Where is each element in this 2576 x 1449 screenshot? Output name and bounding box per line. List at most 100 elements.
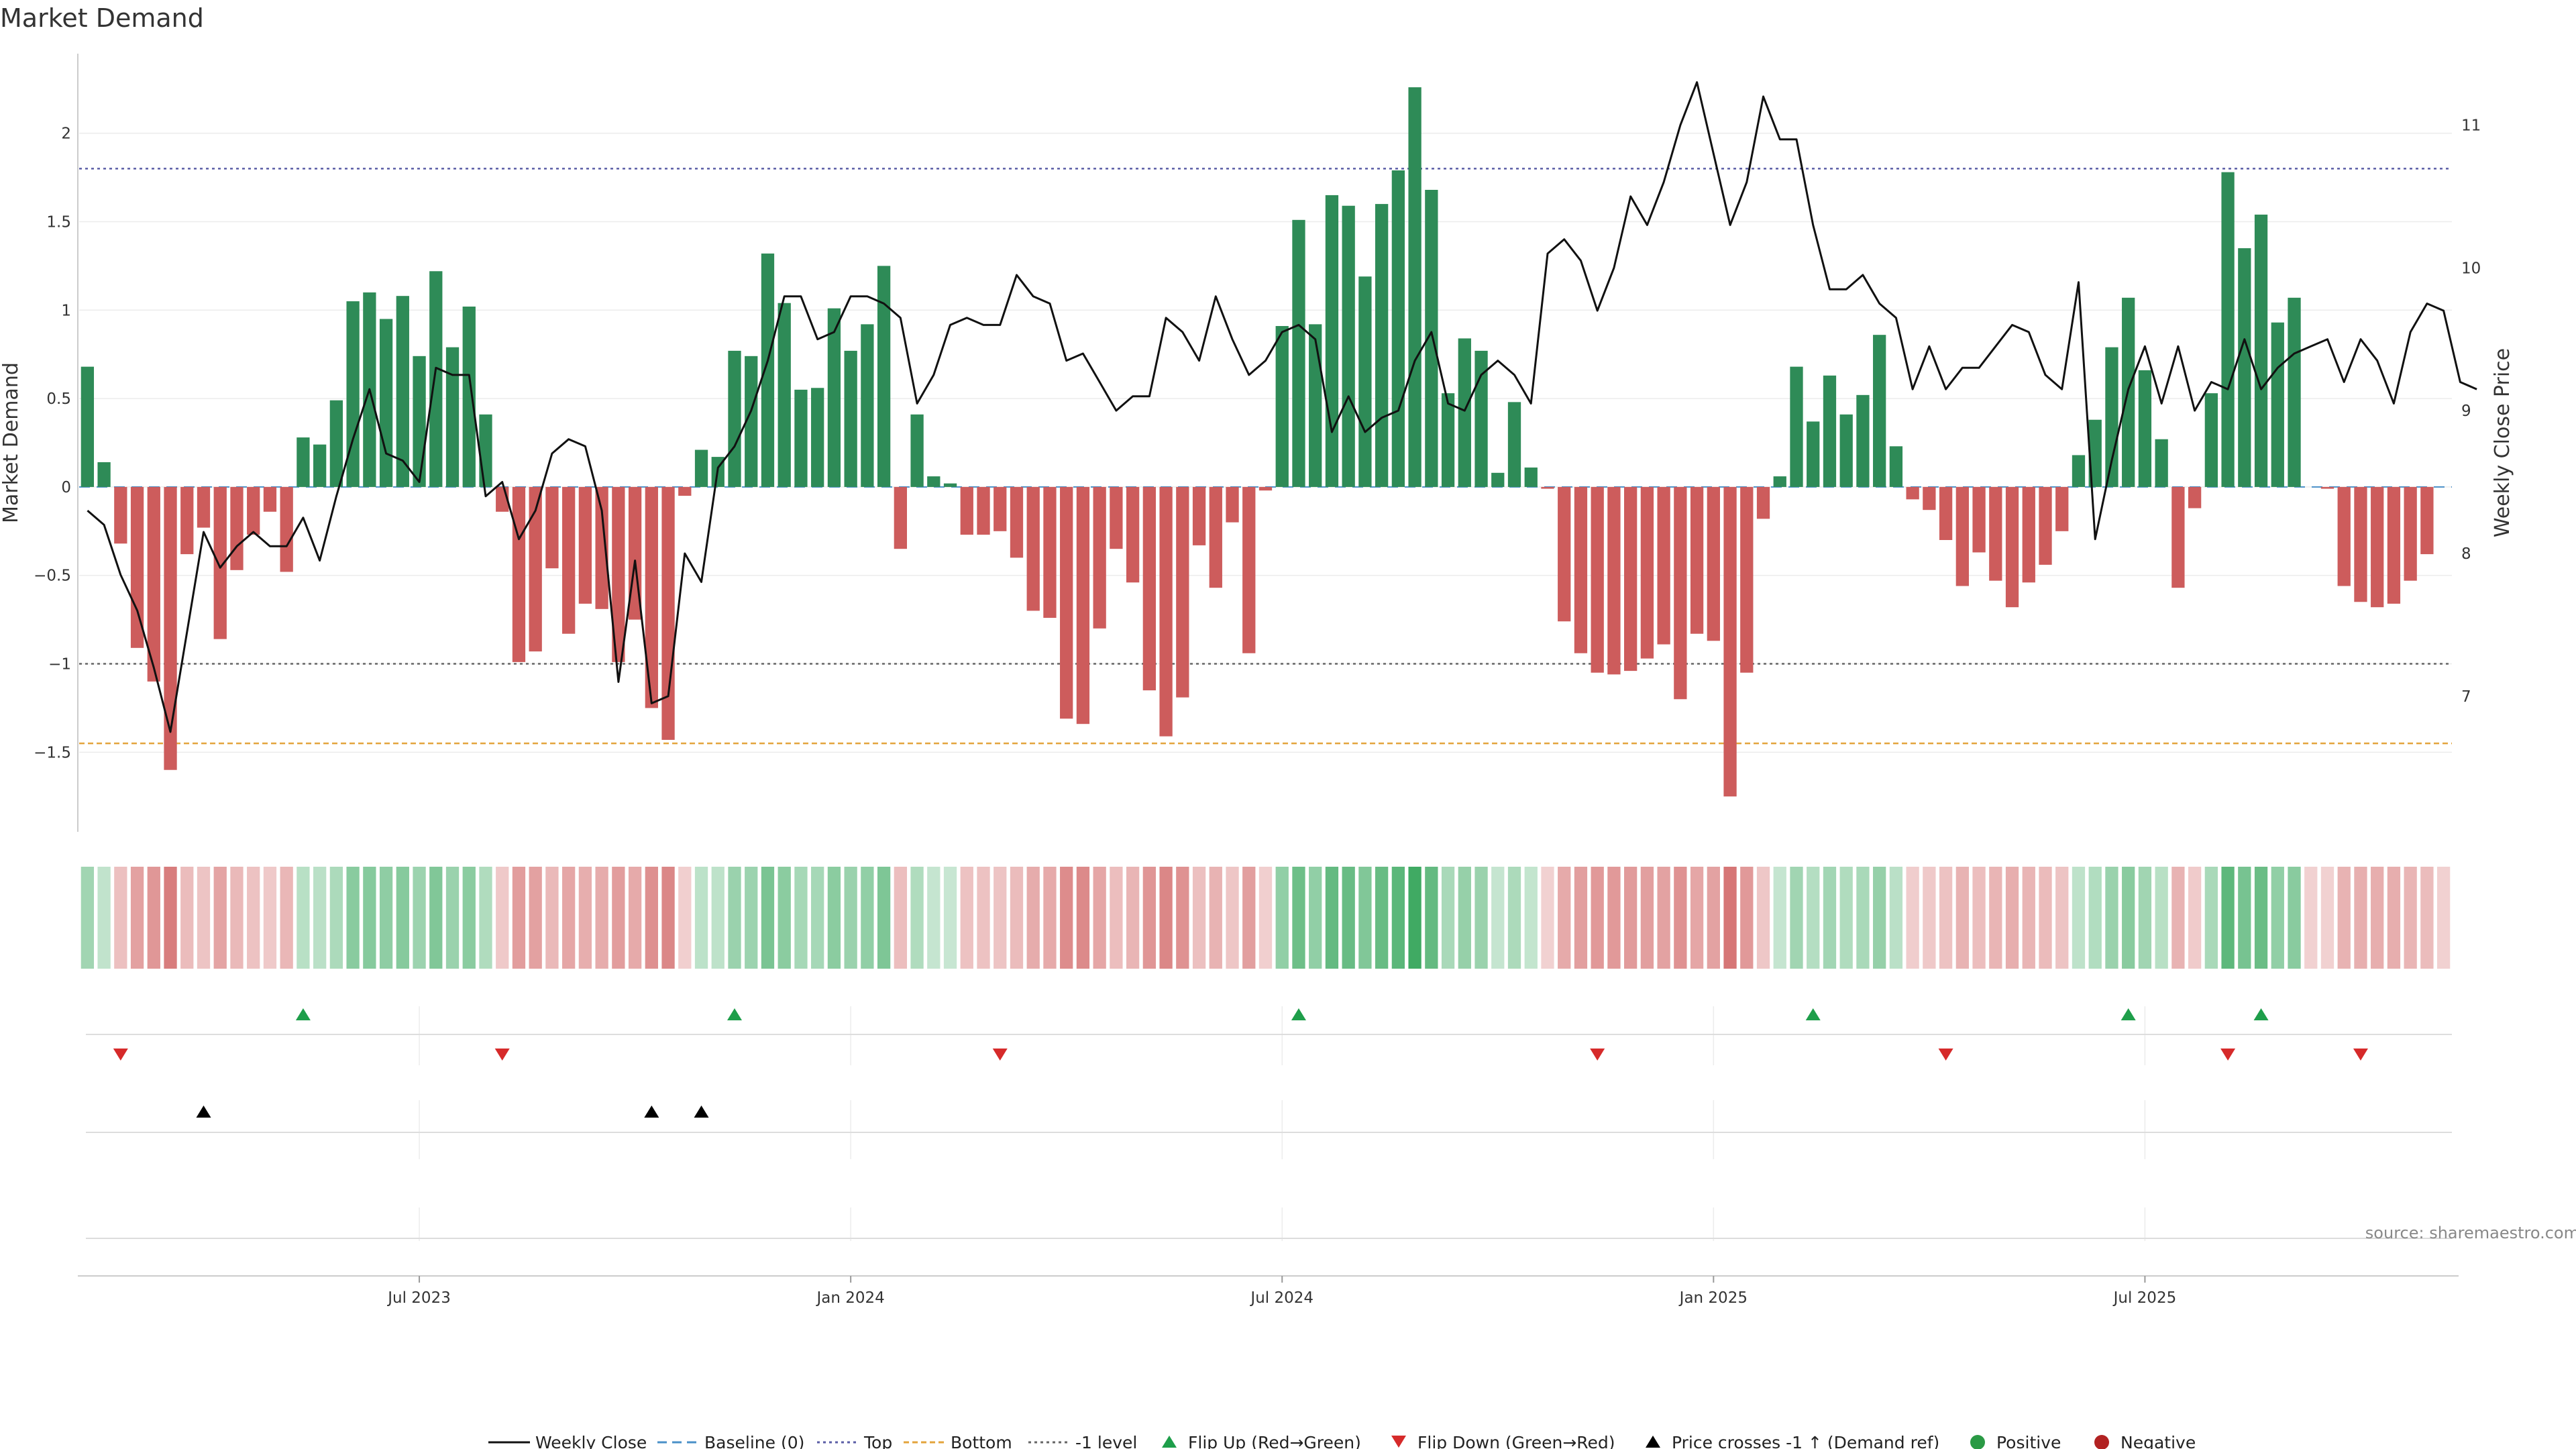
positive-demand-bar: [1491, 472, 1505, 487]
negative-demand-bar: [960, 486, 973, 535]
heat-cell-positive: [711, 867, 724, 969]
negative-demand-bar: [247, 486, 260, 535]
negative-demand-bar: [678, 486, 692, 496]
negative-demand-bar: [1640, 486, 1654, 659]
heat-cell-positive: [2105, 867, 2118, 969]
negative-demand-bar: [1060, 486, 1073, 719]
negative-demand-bar: [1923, 486, 1936, 511]
negative-demand-bar: [977, 486, 990, 535]
negative-demand-bar: [2022, 486, 2035, 583]
positive-demand-bar: [2204, 393, 2218, 487]
flip-up-marker: [295, 1008, 311, 1020]
heat-cell-positive: [2072, 867, 2086, 969]
heat-cell-positive: [694, 867, 708, 969]
heat-cell-negative: [197, 867, 211, 969]
heat-cell-negative: [1226, 867, 1239, 969]
heat-cell-positive: [297, 867, 310, 969]
positive-demand-bar: [445, 347, 460, 487]
negative-demand-bar: [645, 486, 658, 708]
heat-cell-negative: [2420, 867, 2434, 969]
flip-up-marker: [2121, 1008, 2136, 1020]
heat-cell-negative: [1558, 867, 1571, 969]
legend-item-price-crosses-1-demand-ref-swatch: [1646, 1436, 1660, 1448]
heat-cell-negative: [645, 867, 658, 969]
heat-cell-negative: [180, 867, 194, 969]
heat-cell-negative: [2005, 867, 2019, 969]
negative-demand-bar: [1192, 486, 1206, 545]
negative-demand-bar: [1226, 486, 1239, 523]
heat-cell-negative: [280, 867, 293, 969]
flip-markers-panel: [86, 1006, 2452, 1065]
flip-down-marker: [2353, 1049, 2368, 1061]
y-right-tick-label: 9: [2461, 402, 2471, 420]
legend-item-1-level-label: -1 level: [1075, 1433, 1137, 1449]
y-left-tick-label: −1.5: [34, 744, 71, 761]
positive-demand-bar: [761, 253, 775, 487]
positive-demand-bar: [1309, 324, 1322, 487]
demand-bars: [80, 87, 2434, 797]
negative-demand-bar: [1972, 486, 1986, 553]
negative-demand-bar: [130, 486, 144, 648]
heat-cell-negative: [994, 867, 1007, 969]
heat-cell-negative: [1906, 867, 1919, 969]
positive-demand-bar: [2088, 419, 2102, 487]
negative-demand-bar: [1242, 486, 1256, 653]
positive-demand-bar: [313, 444, 327, 487]
negative-demand-bar: [1093, 486, 1106, 629]
positive-demand-bar: [1839, 414, 1853, 487]
heat-cell-positive: [1524, 867, 1538, 969]
negative-demand-bar: [1126, 486, 1140, 583]
heat-cell-negative: [1690, 867, 1704, 969]
negative-demand-bar: [1906, 486, 1919, 500]
heat-cell-negative: [130, 867, 144, 969]
heat-cell-negative: [247, 867, 260, 969]
positive-demand-bar: [1507, 402, 1521, 487]
y-right-tick-label: 8: [2461, 545, 2471, 563]
heat-cell-positive: [861, 867, 874, 969]
positive-demand-bar: [777, 303, 791, 487]
heat-cell-positive: [479, 867, 492, 969]
negative-demand-bar: [147, 486, 160, 682]
heat-cell-negative: [1624, 867, 1638, 969]
negative-demand-bar: [1176, 486, 1189, 698]
positive-demand-bar: [694, 449, 708, 487]
weekly-close-line: [87, 81, 2477, 733]
negative-demand-bar: [1574, 486, 1588, 653]
heat-cell-negative: [678, 867, 692, 969]
heat-cell-negative: [1176, 867, 1189, 969]
positive-demand-bar: [943, 483, 957, 487]
positive-demand-bar: [97, 462, 111, 487]
y-right-tick-label: 11: [2461, 117, 2481, 134]
negative-demand-bar: [595, 486, 608, 609]
y-right-axis-title: Weekly Close Price: [2491, 348, 2514, 537]
heat-cell-positive: [1441, 867, 1455, 969]
negative-demand-bar: [1110, 486, 1123, 549]
positive-demand-bar: [2254, 214, 2268, 487]
heat-cell-positive: [2238, 867, 2251, 969]
flip-down-marker: [2220, 1049, 2236, 1061]
positive-demand-bar: [479, 414, 492, 487]
heat-cell-positive: [1391, 867, 1405, 969]
heat-cell-positive: [80, 867, 95, 969]
legend-item-top-label: Top: [863, 1433, 892, 1449]
heat-cell-positive: [413, 867, 426, 969]
heat-cell-negative: [164, 867, 177, 969]
heat-cell-negative: [545, 867, 559, 969]
positive-demand-bar: [2155, 439, 2168, 487]
heat-cell-positive: [1325, 867, 1339, 969]
y-left-tick-label: 2: [61, 125, 71, 143]
heat-cell-negative: [230, 867, 244, 969]
negative-demand-bar: [164, 486, 177, 770]
heat-cell-negative: [1591, 867, 1604, 969]
y-left-tick-label: 0.5: [46, 390, 71, 408]
heat-cell-positive: [1408, 867, 1421, 969]
negative-demand-bar: [512, 486, 526, 662]
heat-cell-negative: [977, 867, 990, 969]
heat-cell-negative: [1657, 867, 1670, 969]
heat-cell-negative: [529, 867, 542, 969]
heat-cell-positive: [379, 867, 393, 969]
positive-demand-bar: [1807, 421, 1820, 487]
positive-demand-bar: [1856, 394, 1870, 487]
heat-cell-negative: [595, 867, 608, 969]
negative-demand-bar: [1558, 486, 1571, 622]
